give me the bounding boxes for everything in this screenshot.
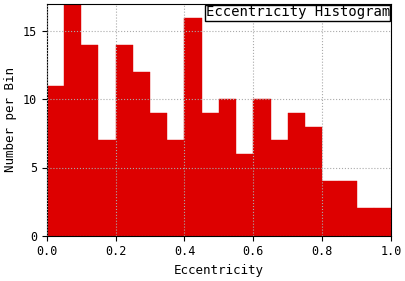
Bar — [390, 208, 405, 235]
Bar — [218, 99, 236, 235]
Bar — [132, 72, 150, 235]
Bar — [81, 45, 98, 235]
Bar — [373, 208, 390, 235]
Bar — [339, 181, 356, 235]
Bar — [201, 113, 218, 235]
X-axis label: Eccentricity: Eccentricity — [173, 264, 263, 277]
Bar — [47, 86, 64, 235]
Bar — [64, 4, 81, 235]
Bar — [98, 140, 115, 235]
Bar — [184, 18, 201, 235]
Legend:  — [205, 5, 390, 21]
Bar — [150, 113, 167, 235]
Y-axis label: Number per Bin: Number per Bin — [4, 67, 17, 172]
Bar — [322, 181, 339, 235]
Bar — [115, 45, 132, 235]
Bar — [253, 99, 270, 235]
Bar — [167, 140, 184, 235]
Bar — [287, 113, 304, 235]
Bar — [270, 140, 287, 235]
Bar — [304, 127, 322, 235]
Bar — [356, 208, 373, 235]
Bar — [236, 154, 253, 235]
